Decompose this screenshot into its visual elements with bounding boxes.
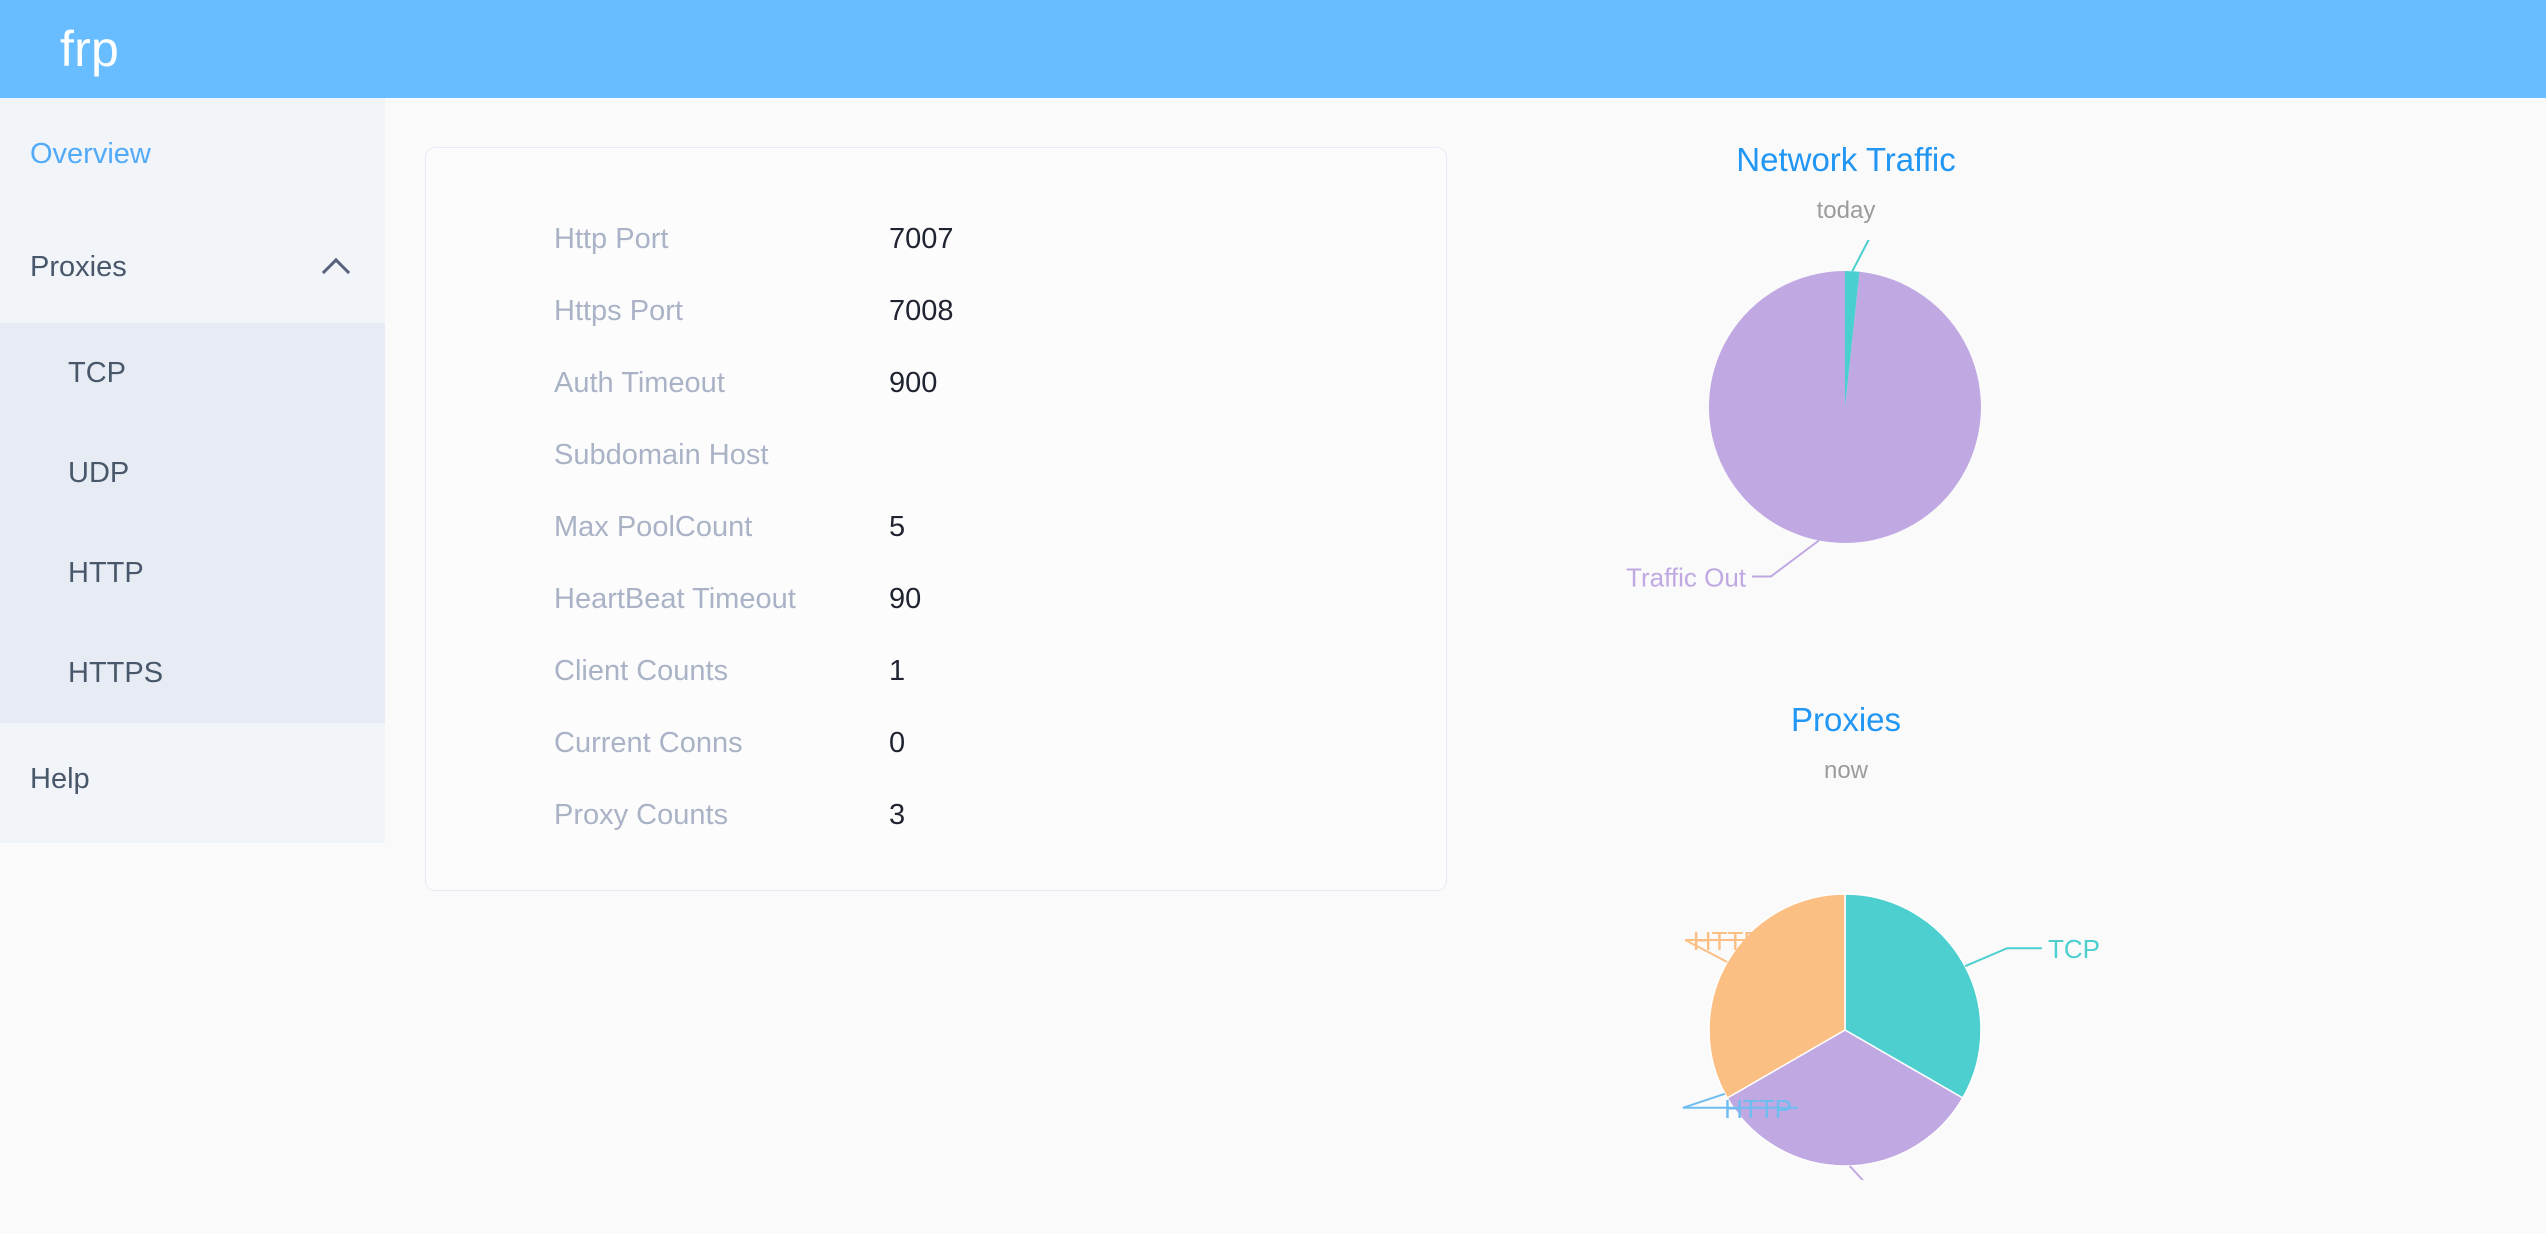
chart-subtitle: now: [1823, 757, 1869, 784]
table-row: Max PoolCount 5: [554, 491, 1354, 563]
chart-title: Network Traffic: [1736, 141, 1956, 178]
chevron-up-icon: [323, 254, 349, 280]
pie-slice-https[interactable]: [1708, 893, 1846, 1100]
pie-label-tcp: TCP: [2048, 934, 2100, 964]
callout-line-http: [1682, 1092, 1798, 1109]
info-key: Subdomain Host: [554, 438, 769, 471]
server-info-table: Http Port 7007 Https Port 7008 Auth Time…: [554, 203, 1354, 851]
table-row: Current Conns 0: [554, 707, 1354, 779]
sidebar-item-overview[interactable]: Overview: [0, 98, 385, 211]
chart-subtitle: today: [1816, 197, 1876, 224]
callout-line-traffic-out: [1752, 539, 1820, 578]
callout-line-https: [1684, 939, 1784, 963]
pie-slice-traffic-in[interactable]: [1845, 271, 1860, 407]
info-value: 1: [889, 654, 906, 687]
sidebar-item-http[interactable]: HTTP: [0, 523, 385, 623]
info-value: 3: [889, 798, 906, 831]
pie-label-https: HTTPS: [1693, 926, 1778, 956]
info-key: Auth Timeout: [554, 366, 725, 399]
network-traffic-chart: Network Traffic today Traffic In Traffic…: [1496, 140, 2196, 620]
sidebar-item-help[interactable]: Help: [0, 723, 385, 836]
table-row: HeartBeat Timeout 90: [554, 563, 1354, 635]
info-key: Https Port: [554, 294, 683, 327]
app-title: frp: [60, 21, 119, 77]
info-value: 5: [889, 510, 906, 543]
sidebar-item-label-tcp: TCP: [68, 356, 126, 389]
sidebar-item-label-udp: UDP: [68, 456, 130, 489]
pie-label-traffic-out: Traffic Out: [1626, 563, 1747, 593]
callout-line-udp: [1848, 1165, 1864, 1180]
sidebar-item-label-help: Help: [30, 763, 90, 795]
sidebar-item-https[interactable]: HTTPS: [0, 623, 385, 723]
app-header: frp: [0, 0, 2546, 98]
pie-slice-traffic-out[interactable]: [1708, 271, 1981, 543]
proxies-pie-svg: TCP UDP HTTP HTTPS: [1682, 893, 2100, 1180]
info-value: 900: [889, 366, 938, 399]
pie-slice-tcp[interactable]: [1844, 893, 1982, 1100]
chart-title: Proxies: [1790, 701, 1902, 738]
info-value: 0: [889, 726, 906, 759]
info-key: Max PoolCount: [554, 510, 753, 543]
server-info-card: Http Port 7007 Https Port 7008 Auth Time…: [425, 147, 1447, 891]
callout-line-traffic-in: [1851, 240, 1870, 272]
table-row: Client Counts 1: [554, 635, 1354, 707]
table-row: Proxy Counts 3: [554, 779, 1354, 851]
network-pie-svg: Traffic In Traffic Out: [1626, 240, 1981, 593]
sidebar-item-label-proxies: Proxies: [30, 250, 127, 283]
pie-canvas-proxies[interactable]: TCP UDP HTTP HTTPS: [1496, 800, 2196, 1180]
sidebar-item-label-http: HTTP: [68, 556, 144, 589]
pie-canvas-network[interactable]: Traffic In Traffic Out: [1496, 240, 2196, 620]
sidebar-item-udp[interactable]: UDP: [0, 423, 385, 523]
table-row: Http Port 7007: [554, 203, 1354, 275]
info-key: HeartBeat Timeout: [554, 582, 796, 615]
proxies-chart: Proxies now TCP UDP HTTP HTTPS: [1496, 700, 2196, 1180]
callout-line-tcp: [1964, 947, 2042, 968]
info-value: 90: [889, 582, 922, 615]
sidebar: Overview Proxies TCP UDP HTTP HTTPS Help: [0, 98, 385, 843]
sidebar-item-label-overview: Overview: [30, 138, 151, 170]
sidebar-item-proxies[interactable]: Proxies: [0, 211, 385, 323]
info-key: Proxy Counts: [554, 798, 729, 831]
sidebar-item-tcp[interactable]: TCP: [0, 323, 385, 423]
table-row: Https Port 7008: [554, 275, 1354, 347]
info-key: Client Counts: [554, 654, 729, 687]
info-key: Http Port: [554, 222, 669, 255]
table-row: Subdomain Host: [554, 419, 1354, 491]
info-value: 7007: [889, 222, 954, 255]
info-key: Current Conns: [554, 726, 743, 759]
sidebar-item-label-https: HTTPS: [68, 656, 164, 689]
table-row: Auth Timeout 900: [554, 347, 1354, 419]
info-value: 7008: [889, 294, 954, 327]
sidebar-submenu-proxies: TCP UDP HTTP HTTPS: [0, 323, 385, 723]
pie-label-http: HTTP: [1724, 1094, 1792, 1124]
